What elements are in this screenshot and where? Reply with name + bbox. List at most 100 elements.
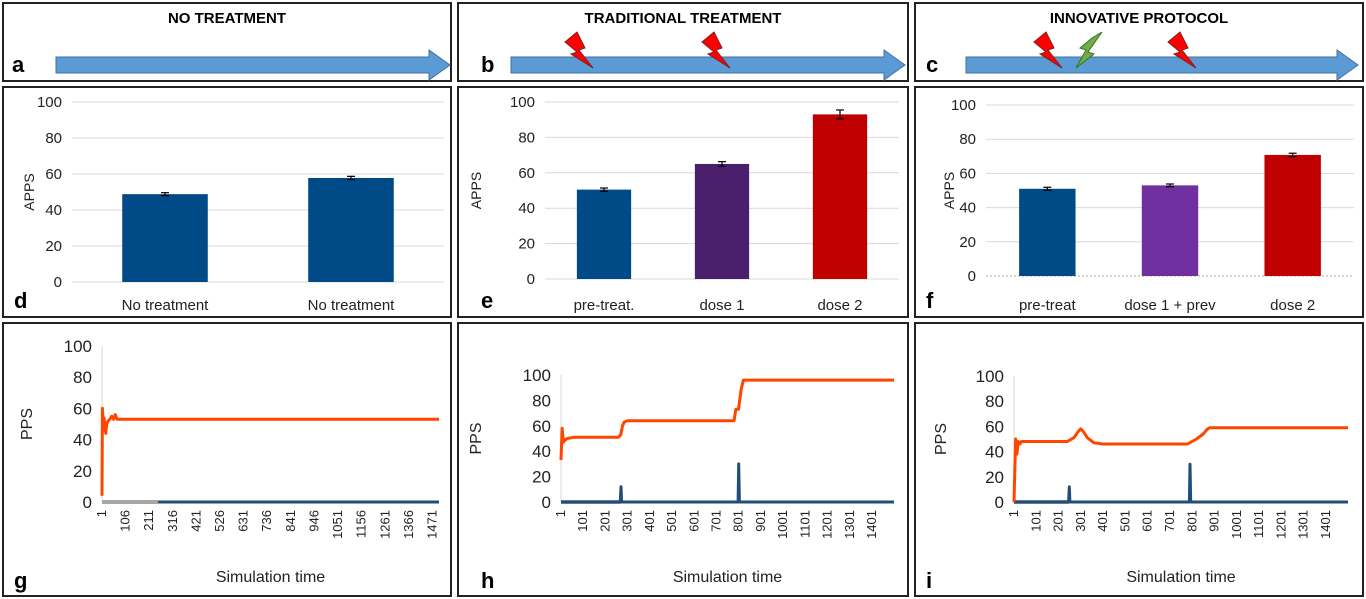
x-tick-label: 1	[94, 510, 109, 517]
bar	[1019, 188, 1076, 276]
x-tick-label: 1201	[820, 510, 835, 539]
panel-label-h: h	[481, 568, 495, 593]
y-axis-label: APPS	[941, 172, 957, 209]
x-tick-label: 1301	[842, 510, 857, 539]
category-label: No treatment	[308, 297, 396, 314]
x-tick-label: 946	[306, 510, 321, 532]
lightning-red-icon	[564, 31, 594, 69]
timeline-b	[510, 31, 906, 81]
x-tick-label: 601	[1140, 510, 1155, 532]
y-tick-label: 0	[54, 274, 62, 291]
x-tick-label: 1101	[1251, 510, 1266, 538]
y-tick-label: 20	[532, 468, 551, 487]
timeline-arrow	[55, 49, 451, 81]
y-tick-label: 20	[45, 238, 62, 255]
x-tick-label: 1156	[354, 510, 369, 538]
y-tick-label: 60	[959, 165, 976, 182]
series-line-blue	[1014, 462, 1348, 504]
bar-chart-e: 0 20 40 60 80 100 APPS pre-treat. dose 1 dose 2	[468, 94, 899, 314]
y-tick-label: 40	[532, 442, 551, 461]
y-tick-label: 60	[73, 399, 92, 418]
bar	[576, 189, 632, 279]
bar	[694, 163, 750, 279]
x-tick-label: 1401	[1318, 510, 1333, 539]
y-tick-label: 100	[64, 337, 92, 356]
x-tick-label: 201	[597, 510, 612, 532]
panel-label-i: i	[926, 568, 933, 593]
series-line-orange	[559, 378, 894, 461]
panel-label-a: a	[12, 52, 25, 77]
y-tick-label: 40	[959, 200, 976, 217]
y-tick-label: 40	[73, 431, 92, 450]
panel-label-d: d	[14, 288, 28, 313]
x-axis-label: Simulation time	[673, 569, 782, 586]
x-tick-label: 801	[1184, 510, 1199, 532]
panel-c-title: INNOVATIVE PROTOCOL	[1049, 10, 1229, 27]
y-tick-label: 40	[518, 200, 535, 217]
timeline-arrow	[965, 49, 1359, 81]
lightning-green-icon	[1075, 31, 1103, 69]
panel-label-g: g	[14, 568, 28, 593]
y-axis-label: APPS	[21, 173, 37, 210]
bar	[308, 177, 394, 282]
y-tick-label: 100	[510, 94, 535, 111]
y-tick-label: 60	[532, 417, 551, 436]
category-label: No treatment	[122, 297, 210, 314]
panel-c: INNOVATIVE PROTOCOL c	[914, 2, 1364, 82]
panel-label-b: b	[481, 52, 495, 77]
y-tick-label: 0	[542, 493, 551, 512]
lightning-red-icon	[1167, 31, 1197, 69]
panel-a: NO TREATMENT a	[2, 2, 452, 82]
category-label: dose 1 + prev	[1124, 297, 1216, 314]
series-line-orange	[1012, 426, 1348, 503]
y-tick-label: 0	[527, 271, 535, 288]
panel-f: 0 20 40 60 80 100 APPS pre-treat dose 1 + prev do…	[914, 86, 1364, 318]
y-tick-label: 100	[976, 367, 1004, 386]
series-line-blue	[561, 462, 894, 504]
bar-chart-d: 0 20 40 60 80 100 APPS No treatment No treatment	[21, 94, 444, 314]
panel-label-e: e	[481, 288, 494, 313]
y-axis-label: PPS	[468, 422, 485, 454]
panel-a-title: NO TREATMENT	[167, 10, 287, 27]
x-tick-label: 501	[1117, 510, 1132, 532]
lightning-red-icon	[1033, 31, 1063, 69]
x-tick-label: 526	[212, 510, 227, 532]
x-tick-label: 401	[642, 510, 657, 532]
y-tick-label: 80	[985, 392, 1004, 411]
y-tick-label: 40	[985, 443, 1004, 462]
y-tick-label: 80	[532, 391, 551, 410]
panel-label-c: c	[926, 52, 939, 77]
x-tick-label: 1301	[1296, 510, 1311, 539]
x-tick-label: 1051	[330, 510, 345, 539]
x-tick-label: 1366	[401, 510, 416, 539]
y-tick-label: 0	[83, 493, 92, 512]
series-line-orange	[100, 406, 439, 496]
y-tick-label: 20	[518, 236, 535, 253]
x-axis-label: Simulation time	[216, 569, 325, 586]
panel-b-title: TRADITIONAL TREATMENT	[584, 10, 782, 27]
panel-e: 0 20 40 60 80 100 APPS pre-treat. dose 1 dose 2 e	[457, 86, 909, 318]
y-tick-label: 100	[951, 97, 976, 114]
category-label: pre-treat.	[574, 297, 635, 314]
x-tick-label: 1001	[1229, 510, 1244, 539]
panel-b: TRADITIONAL TREATMENT b	[457, 2, 909, 82]
panel-h: 0 20 40 60 80 100 PPS 1 101 201 301 401 501 601 701 801…	[457, 322, 909, 597]
x-tick-label: 501	[664, 510, 679, 532]
y-tick-label: 80	[73, 368, 92, 387]
y-tick-label: 20	[73, 462, 92, 481]
y-tick-label: 60	[45, 166, 62, 183]
x-tick-label: 1	[553, 510, 568, 517]
x-tick-label: 201	[1051, 510, 1066, 532]
bar	[1264, 154, 1321, 276]
bar	[812, 114, 868, 279]
category-label: dose 1	[699, 297, 744, 314]
x-tick-label: 901	[1207, 510, 1222, 532]
y-axis-label: PPS	[933, 423, 950, 455]
panel-d: 0 20 40 60 80 100 APPS No treatment No treatment…	[2, 86, 452, 318]
bar	[122, 194, 208, 282]
x-tick-label: 901	[753, 510, 768, 532]
timeline-arrow	[510, 49, 906, 81]
x-tick-label: 106	[118, 510, 133, 532]
